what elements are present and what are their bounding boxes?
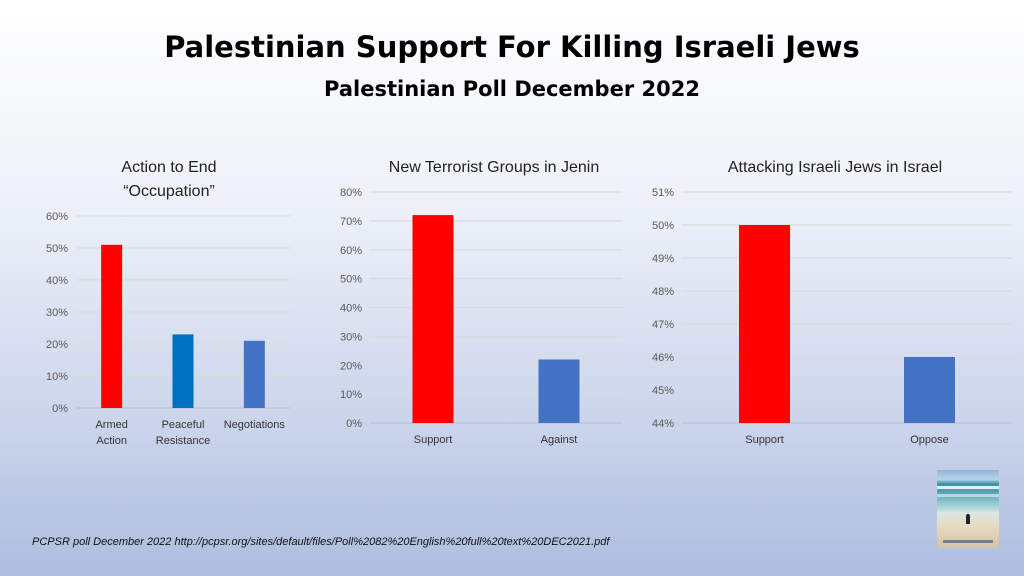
chart-title: New Terrorist Groups in Jenin (389, 159, 599, 176)
wave-crest (937, 494, 999, 497)
x-category-label: Peaceful (162, 419, 205, 431)
y-tick-label: 60% (46, 211, 68, 223)
y-tick-label: 48% (652, 286, 674, 298)
bar (101, 244, 123, 408)
x-category-label: Resistance (156, 435, 210, 447)
y-tick-label: 0% (52, 403, 68, 415)
y-tick-label: 50% (340, 274, 362, 286)
y-tick-label: 49% (652, 253, 674, 265)
chart-title: “Occupation” (123, 183, 215, 200)
page-title: Palestinian Support For Killing Israeli … (164, 30, 860, 64)
y-tick-label: 47% (652, 319, 674, 331)
bar (243, 340, 265, 408)
y-tick-label: 40% (46, 275, 68, 287)
person-figure (966, 514, 970, 524)
x-category-label: Against (541, 434, 578, 446)
y-tick-label: 10% (46, 371, 68, 383)
y-tick-label: 20% (46, 339, 68, 351)
y-tick-label: 30% (46, 307, 68, 319)
x-category-label: Support (745, 434, 784, 446)
wave-crest (937, 486, 999, 489)
photo-caption-mark (943, 540, 993, 543)
source-citation: PCPSR poll December 2022 http://pcpsr.or… (32, 536, 610, 548)
y-tick-label: 80% (340, 187, 362, 199)
bar (739, 225, 790, 423)
y-tick-label: 44% (652, 418, 674, 430)
beach-photo-thumbnail (937, 470, 999, 548)
x-category-label: Negotiations (224, 419, 286, 431)
bar (412, 215, 454, 423)
y-tick-label: 40% (340, 303, 362, 315)
bar (538, 359, 580, 423)
y-tick-label: 0% (346, 418, 362, 430)
y-tick-label: 20% (340, 360, 362, 372)
y-tick-label: 46% (652, 352, 674, 364)
x-category-label: Support (414, 434, 453, 446)
chart-title: Attacking Israeli Jews in Israel (728, 159, 942, 176)
y-tick-label: 60% (340, 245, 362, 257)
bar (904, 357, 955, 423)
x-category-label: Armed (95, 419, 127, 431)
chart-title: Action to End (121, 159, 216, 176)
y-tick-label: 50% (652, 220, 674, 232)
y-tick-label: 45% (652, 385, 674, 397)
x-category-label: Oppose (910, 434, 949, 446)
y-tick-label: 10% (340, 389, 362, 401)
bar (172, 334, 194, 408)
y-tick-label: 30% (340, 331, 362, 343)
y-tick-label: 50% (46, 243, 68, 255)
y-tick-label: 70% (340, 216, 362, 228)
x-category-label: Action (96, 435, 127, 447)
y-tick-label: 51% (652, 187, 674, 199)
page-subtitle: Palestinian Poll December 2022 (324, 77, 700, 101)
